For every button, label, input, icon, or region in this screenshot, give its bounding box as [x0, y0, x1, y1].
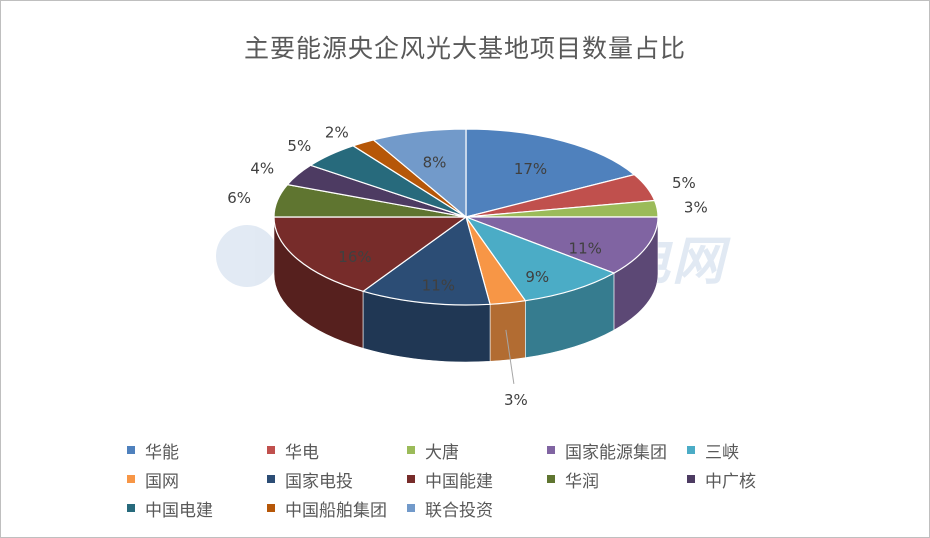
data-label-华能: 17%	[514, 160, 547, 178]
legend: 华能 华电 大唐 国家能源集团 三峡国网 国家电投 中国能建 华润 中广核中国电建 中国船舶集团 联…	[127, 437, 827, 527]
legend-swatch	[407, 446, 415, 454]
data-label-国家能源集团: 11%	[569, 240, 602, 258]
legend-swatch	[267, 446, 275, 454]
data-label-国网: 3%	[504, 391, 528, 409]
legend-label: 中国船舶集团	[285, 500, 387, 521]
legend-swatch	[267, 504, 275, 512]
legend-item: 华能	[127, 437, 179, 463]
legend-label: 华润	[565, 471, 599, 492]
data-label-联合投资: 8%	[423, 154, 447, 172]
pie-slice-国家能源集团	[465, 216, 659, 274]
legend-swatch	[547, 475, 555, 483]
legend-item: 中国船舶集团	[267, 495, 387, 521]
legend-label: 国家能源集团	[565, 442, 667, 463]
legend-item: 中国能建	[407, 466, 493, 492]
legend-item: 华电	[267, 437, 319, 463]
legend-swatch	[267, 475, 275, 483]
legend-item: 中广核	[687, 466, 756, 492]
pie-slice-华能	[465, 128, 636, 218]
data-label-中广核: 4%	[250, 160, 274, 178]
pie-slice-中国能建	[273, 216, 468, 292]
legend-swatch	[127, 446, 135, 454]
pie-side-国网	[489, 300, 526, 362]
legend-label: 华能	[145, 442, 179, 463]
leader-line-国网	[505, 329, 515, 384]
data-label-三峡: 9%	[525, 268, 549, 286]
data-label-中国电建: 5%	[287, 137, 311, 155]
legend-item: 国网	[127, 466, 179, 492]
chart-title: 主要能源央企风光大基地项目数量占比	[243, 34, 686, 63]
pie-slice-联合投资	[372, 128, 467, 219]
legend-swatch	[127, 504, 135, 512]
legend-item: 华润	[547, 466, 599, 492]
legend-label: 中国电建	[145, 500, 213, 521]
legend-label: 国网	[145, 471, 179, 492]
data-label-国家电投: 11%	[422, 277, 455, 295]
legend-label: 联合投资	[425, 500, 493, 521]
legend-label: 三峡	[705, 442, 739, 463]
legend-label: 中广核	[705, 471, 756, 492]
legend-item: 大唐	[407, 437, 459, 463]
pie-slice-国家电投	[361, 216, 491, 306]
legend-item: 联合投资	[407, 495, 493, 521]
data-label-中国能建: 16%	[338, 248, 371, 266]
legend-swatch	[547, 446, 555, 454]
pie-slice-三峡	[464, 215, 616, 302]
legend-item: 三峡	[687, 437, 739, 463]
legend-swatch	[127, 475, 135, 483]
legend-swatch	[687, 446, 695, 454]
legend-swatch	[407, 504, 415, 512]
data-label-华电: 5%	[672, 174, 696, 192]
legend-label: 国家电投	[285, 471, 353, 492]
legend-item: 国家能源集团	[547, 437, 667, 463]
pie-chart: 17% 5% 3% 11% 9% 3% 11% 16% 6% 4% 5% 2% 8%	[227, 123, 708, 409]
data-label-中国船舶集团: 2%	[325, 123, 349, 141]
legend-swatch	[687, 475, 695, 483]
legend-item: 中国电建	[127, 495, 213, 521]
legend-label: 大唐	[425, 442, 459, 463]
legend-swatch	[407, 475, 415, 483]
legend-label: 华电	[285, 442, 319, 463]
legend-label: 中国能建	[425, 471, 493, 492]
legend-item: 国家电投	[267, 466, 353, 492]
data-label-华润: 6%	[227, 189, 251, 207]
data-label-大唐: 3%	[684, 199, 708, 217]
